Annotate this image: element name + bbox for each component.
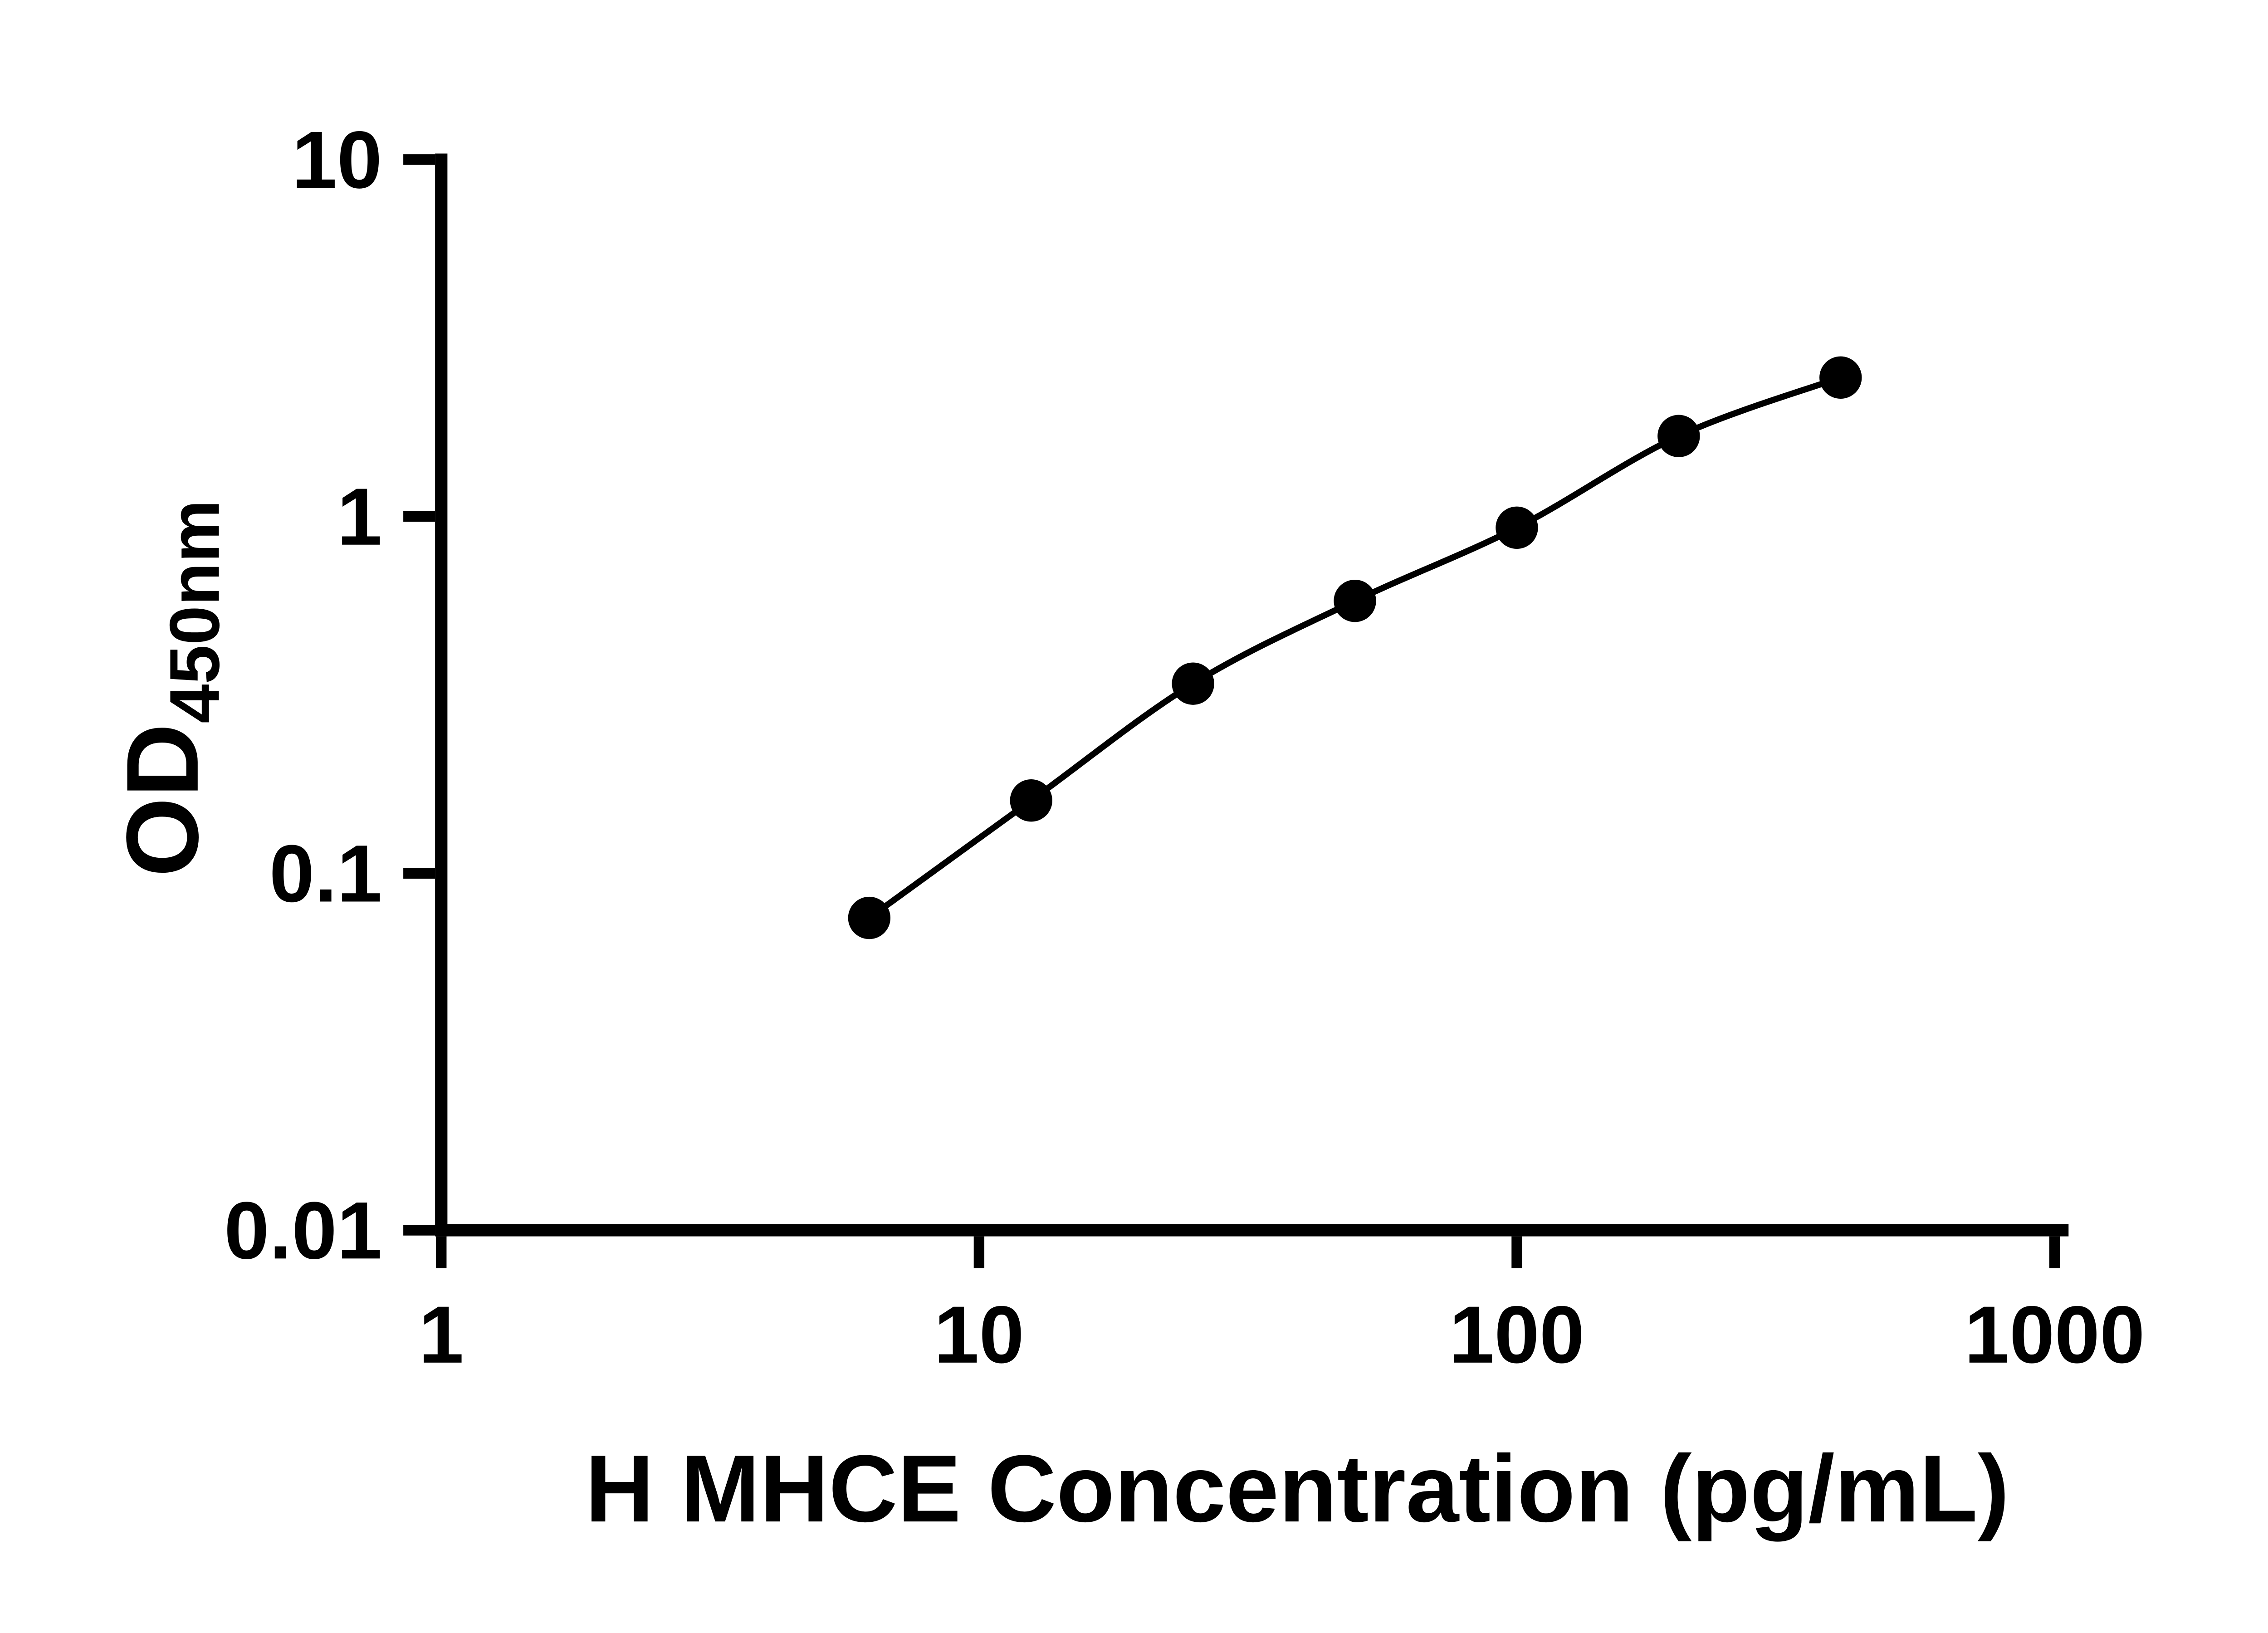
data-point: [1334, 579, 1376, 622]
standard-curve-plot: 1 10 100 1000 0.01 0.1 1 10 H MHCE Concentratio…: [105, 114, 2145, 1542]
tick-labels-layer: 1 10 100 1000 0.01 0.1 1 10: [224, 114, 2145, 1380]
y-axis-label-main: OD: [105, 724, 220, 877]
curve-layer: [867, 374, 1842, 921]
data-point: [1819, 356, 1862, 399]
y-tick-label: 1: [337, 471, 382, 562]
y-tick-label: 10: [292, 114, 382, 205]
y-tick-label: 0.1: [269, 828, 382, 919]
x-tick-label: 100: [1449, 1289, 1585, 1380]
x-axis-label: H MHCE Concentration (pg/mL): [585, 1435, 2009, 1542]
data-point: [848, 896, 891, 939]
fit-curve: [867, 374, 1842, 921]
x-tick-label: 10: [934, 1289, 1024, 1380]
data-point: [1172, 662, 1214, 705]
axes-layer: [435, 153, 2069, 1237]
ticks-layer: [403, 154, 2060, 1268]
data-point: [1010, 779, 1052, 822]
points-layer: [848, 356, 1862, 939]
x-tick-label: 1: [419, 1289, 464, 1380]
y-tick-label: 0.01: [224, 1185, 382, 1276]
y-axis-label-subscript: 450nm: [155, 500, 234, 724]
standard-curve-figure: 1 10 100 1000 0.01 0.1 1 10 H MHCE Concentratio…: [105, 114, 2145, 1542]
x-tick-label: 1000: [1964, 1289, 2145, 1380]
y-axis-label: OD450nm: [105, 500, 234, 877]
data-point: [1496, 506, 1538, 549]
data-point: [1657, 415, 1700, 457]
